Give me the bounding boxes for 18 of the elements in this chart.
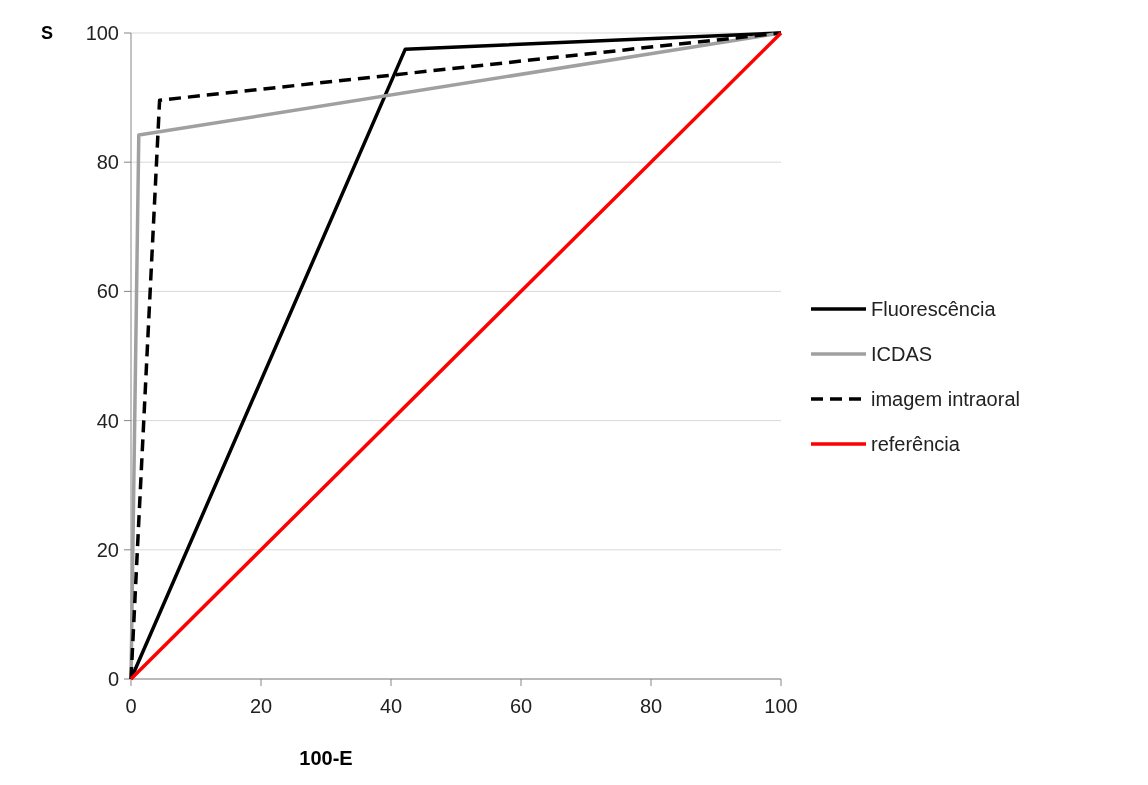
x-tick-label: 80 xyxy=(639,695,663,717)
legend-label: Fluorescência xyxy=(871,298,997,320)
y-tick-label: 40 xyxy=(96,409,119,432)
x-tick-label: 20 xyxy=(249,695,273,717)
legend-label: imagem intraoral xyxy=(871,388,1020,410)
x-tick-label: 100 xyxy=(764,695,798,717)
legend-label: referência xyxy=(871,433,961,455)
x-tick-label: 40 xyxy=(379,695,403,717)
y-tick-label: 60 xyxy=(96,280,119,303)
x-axis-title: 100-E xyxy=(299,747,353,769)
y-tick-label: 80 xyxy=(96,151,119,174)
y-tick-label: 100 xyxy=(85,22,119,44)
x-tick-label: 60 xyxy=(509,695,533,717)
y-tick-label: 0 xyxy=(107,668,119,690)
legend-label: ICDAS xyxy=(871,343,933,365)
x-tick-label: 0 xyxy=(125,695,137,717)
y-tick-label: 20 xyxy=(96,538,119,561)
y-axis-title: S xyxy=(41,23,54,43)
